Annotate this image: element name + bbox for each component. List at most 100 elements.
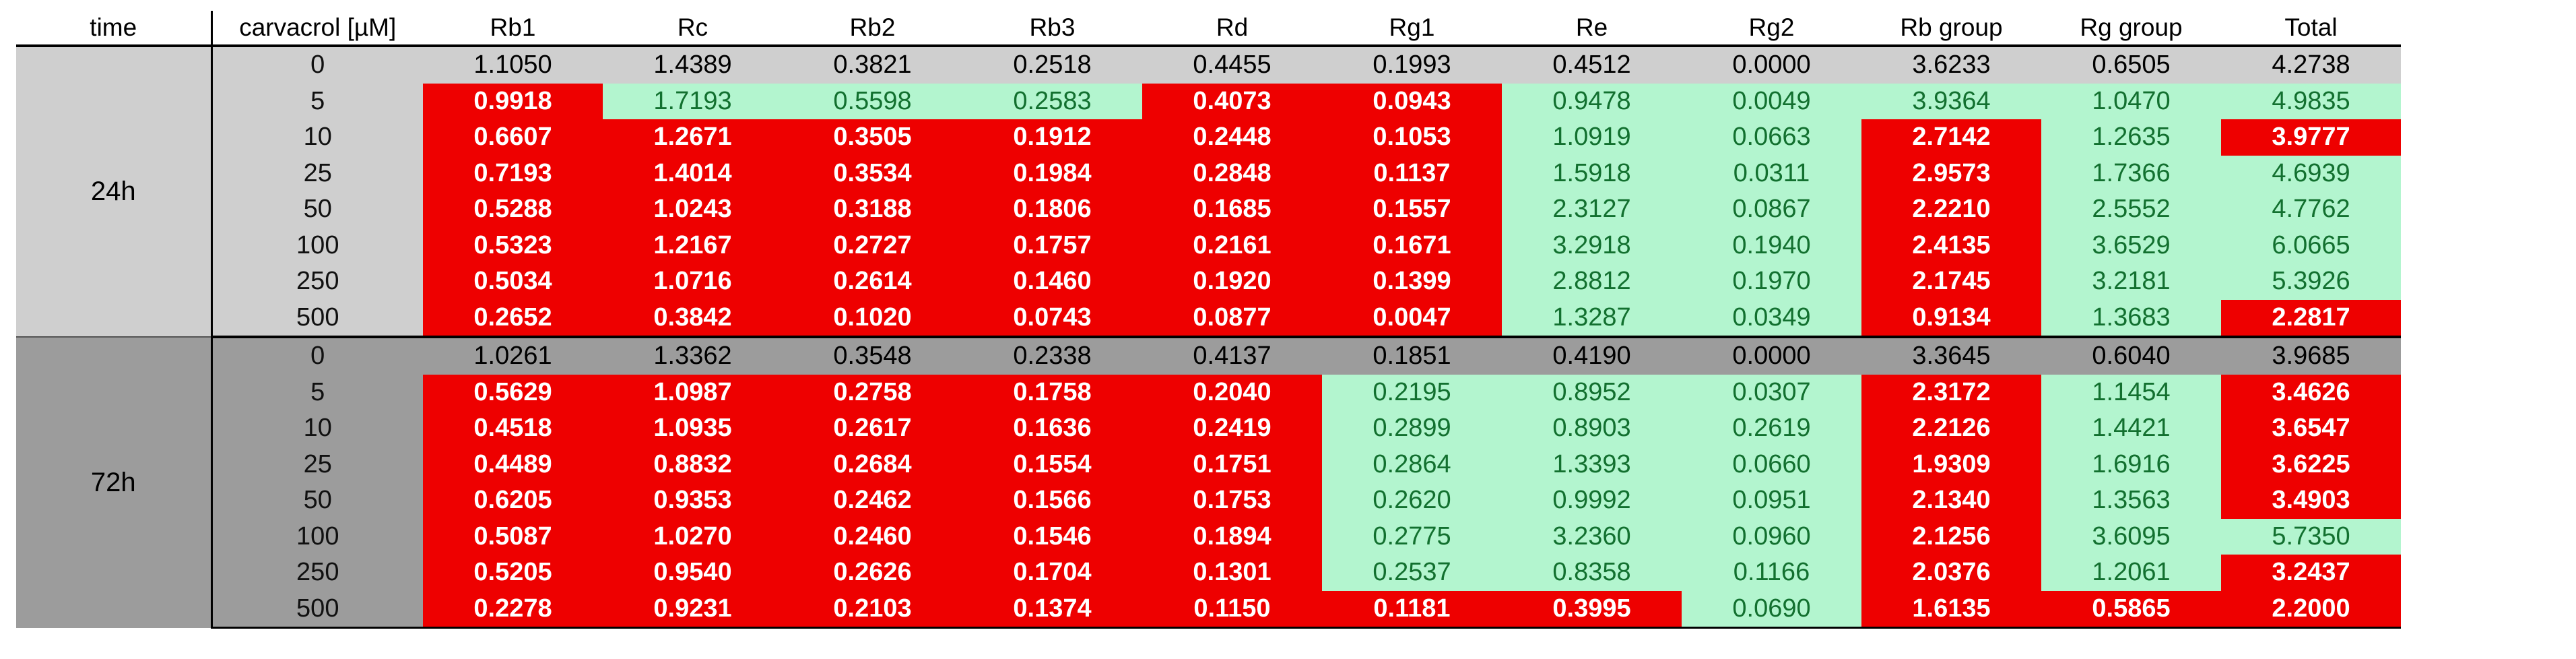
table-row: 500 0.2278 0.9231 0.2103 0.1374 0.1150 0.1181 0…	[16, 590, 2401, 629]
value-cell-rg-group: 1.4421	[2041, 410, 2221, 447]
value-cell-rg2: 0.0660	[1682, 446, 1861, 482]
concentration-cell: 100	[211, 227, 423, 263]
value-cell-rb3: 0.2518	[962, 46, 1142, 84]
value-cell-rd: 0.1751	[1142, 446, 1322, 482]
value-cell-rb1: 0.5323	[423, 227, 603, 263]
value-cell-rb-group: 2.9573	[1861, 155, 2041, 191]
column-header-rb-group: Rb group	[1861, 11, 2041, 47]
value-cell-rg1: 0.0943	[1322, 83, 1502, 119]
value-cell-rb3: 0.1757	[962, 227, 1142, 263]
value-cell-rc: 1.7193	[603, 83, 783, 119]
value-cell-rc: 1.0716	[603, 263, 783, 300]
table-row: 25 0.7193 1.4014 0.3534 0.1984 0.2848 0.1137 1.…	[16, 155, 2401, 191]
value-cell-rb1: 1.1050	[423, 46, 603, 84]
value-cell-rb1: 0.5087	[423, 518, 603, 555]
value-cell-total: 6.0665	[2221, 227, 2401, 263]
value-cell-rg2: 0.0960	[1682, 518, 1861, 555]
value-cell-rb-group: 2.3172	[1861, 374, 2041, 410]
value-cell-total: 5.7350	[2221, 518, 2401, 555]
value-cell-rc: 0.9231	[603, 590, 783, 629]
value-cell-rg2: 0.0951	[1682, 482, 1861, 519]
concentration-cell: 250	[211, 263, 423, 300]
value-cell-rg1: 0.1399	[1322, 263, 1502, 300]
value-cell-rd: 0.2848	[1142, 155, 1322, 191]
value-cell-rg-group: 3.6095	[2041, 518, 2221, 555]
concentration-cell: 50	[211, 191, 423, 228]
column-header-rb2: Rb2	[783, 11, 962, 47]
value-cell-rd: 0.1301	[1142, 555, 1322, 591]
value-cell-rd: 0.4073	[1142, 83, 1322, 119]
column-header-rc: Rc	[603, 11, 783, 47]
value-cell-total: 4.9835	[2221, 83, 2401, 119]
value-cell-rd: 0.1150	[1142, 590, 1322, 629]
concentration-cell: 100	[211, 518, 423, 555]
value-cell-re: 1.3393	[1502, 446, 1682, 482]
value-cell-rd: 0.4137	[1142, 336, 1322, 375]
value-cell-total: 4.7762	[2221, 191, 2401, 228]
value-cell-rc: 1.0243	[603, 191, 783, 228]
header-row: time carvacrol [µM] Rb1 Rc Rb2 Rb3 Rd Rg…	[16, 11, 2401, 47]
table-row: 24h 0 1.1050 1.4389 0.3821 0.2518 0.4455 0.1993…	[16, 46, 2401, 337]
value-cell-rb3: 0.2338	[962, 336, 1142, 375]
value-cell-rb1: 0.4518	[423, 410, 603, 447]
column-header-rb1: Rb1	[423, 11, 603, 47]
value-cell-rg-group: 2.5552	[2041, 191, 2221, 228]
value-cell-rd: 0.1894	[1142, 518, 1322, 555]
value-cell-rc: 1.4389	[603, 46, 783, 84]
concentration-cell: 10	[211, 119, 423, 156]
value-cell-re: 0.8358	[1502, 555, 1682, 591]
value-cell-rb2: 0.2617	[783, 410, 962, 447]
value-cell-rg1: 0.2195	[1322, 374, 1502, 410]
column-header-time: time	[16, 11, 213, 47]
value-cell-rg1: 0.1851	[1322, 336, 1502, 375]
value-cell-rb3: 0.0743	[962, 299, 1142, 338]
value-cell-rg2: 0.0663	[1682, 119, 1861, 156]
value-cell-rb3: 0.1546	[962, 518, 1142, 555]
value-cell-rb3: 0.1704	[962, 555, 1142, 591]
value-cell-re: 0.9992	[1502, 482, 1682, 519]
value-cell-re: 2.3127	[1502, 191, 1682, 228]
value-cell-rb1: 0.7193	[423, 155, 603, 191]
value-cell-rg-group: 0.6505	[2041, 46, 2221, 84]
value-cell-rg1: 0.2620	[1322, 482, 1502, 519]
group-24h: 24h 0 1.1050 1.4389 0.3821 0.2518 0.4455 0.1993…	[16, 46, 2401, 338]
value-cell-rb2: 0.3188	[783, 191, 962, 228]
value-cell-rb2: 0.2460	[783, 518, 962, 555]
value-cell-rb2: 0.5598	[783, 83, 962, 119]
table-row: 10 0.4518 1.0935 0.2617 0.1636 0.2419 0.2899 0.…	[16, 410, 2401, 447]
value-cell-rd: 0.2040	[1142, 374, 1322, 410]
value-cell-rc: 0.9540	[603, 555, 783, 591]
column-header-total: Total	[2221, 11, 2401, 47]
table-row: 250 0.5205 0.9540 0.2626 0.1704 0.1301 0.2537 0…	[16, 555, 2401, 591]
concentration-cell: 10	[211, 410, 423, 447]
value-cell-rb-group: 3.9364	[1861, 83, 2041, 119]
value-cell-rb3: 0.1554	[962, 446, 1142, 482]
value-cell-total: 4.6939	[2221, 155, 2401, 191]
table-row: 25 0.4489 0.8832 0.2684 0.1554 0.1751 0.2864 1.…	[16, 446, 2401, 482]
value-cell-rb2: 0.3821	[783, 46, 962, 84]
value-cell-rg-group: 1.6916	[2041, 446, 2221, 482]
value-cell-total: 3.9777	[2221, 119, 2401, 156]
value-cell-rb-group: 2.0376	[1861, 555, 2041, 591]
value-cell-re: 0.9478	[1502, 83, 1682, 119]
value-cell-re: 0.4512	[1502, 46, 1682, 84]
value-cell-rb-group: 2.1340	[1861, 482, 2041, 519]
value-cell-rg1: 0.0047	[1322, 299, 1502, 338]
value-cell-rb3: 0.1806	[962, 191, 1142, 228]
value-cell-rd: 0.2161	[1142, 227, 1322, 263]
value-cell-rg1: 0.1053	[1322, 119, 1502, 156]
value-cell-rg-group: 1.0470	[2041, 83, 2221, 119]
value-cell-rb-group: 2.1745	[1861, 263, 2041, 300]
value-cell-re: 0.4190	[1502, 336, 1682, 375]
value-cell-rb-group: 2.2126	[1861, 410, 2041, 447]
table-row: 50 0.6205 0.9353 0.2462 0.1566 0.1753 0.2620 0.…	[16, 482, 2401, 519]
value-cell-rg1: 0.1993	[1322, 46, 1502, 84]
value-cell-rb1: 0.2278	[423, 590, 603, 629]
concentration-cell: 0	[211, 46, 423, 84]
value-cell-rg1: 0.1671	[1322, 227, 1502, 263]
value-cell-total: 4.2738	[2221, 46, 2401, 84]
column-header-re: Re	[1502, 11, 1682, 47]
value-cell-rc: 1.0935	[603, 410, 783, 447]
value-cell-rd: 0.0877	[1142, 299, 1322, 338]
value-cell-total: 3.6225	[2221, 446, 2401, 482]
